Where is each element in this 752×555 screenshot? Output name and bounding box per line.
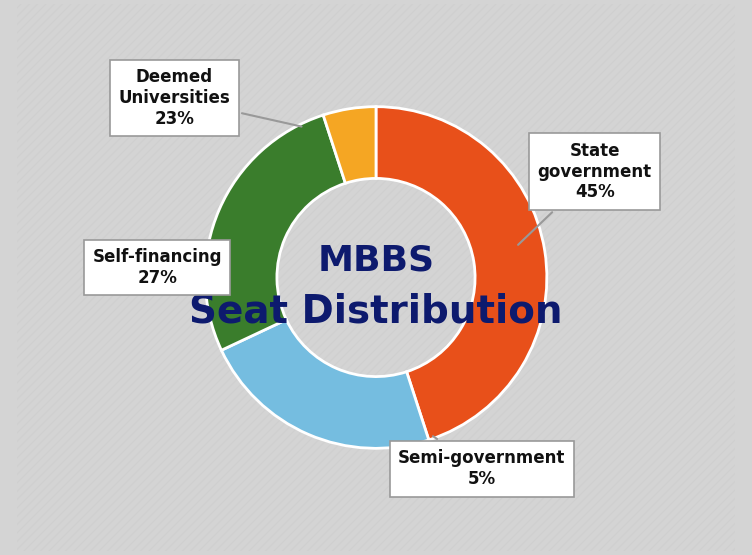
Text: Deemed
Universities
23%: Deemed Universities 23% — [119, 68, 302, 128]
Wedge shape — [221, 320, 429, 448]
Wedge shape — [323, 107, 376, 183]
Text: Self-financing
27%: Self-financing 27% — [92, 248, 223, 286]
Text: Semi-government
5%: Semi-government 5% — [399, 436, 566, 488]
Text: MBBS: MBBS — [317, 244, 435, 278]
Text: State
government
45%: State government 45% — [518, 142, 652, 245]
Wedge shape — [205, 115, 345, 350]
Text: Seat Distribution: Seat Distribution — [190, 292, 562, 331]
Wedge shape — [376, 107, 547, 440]
